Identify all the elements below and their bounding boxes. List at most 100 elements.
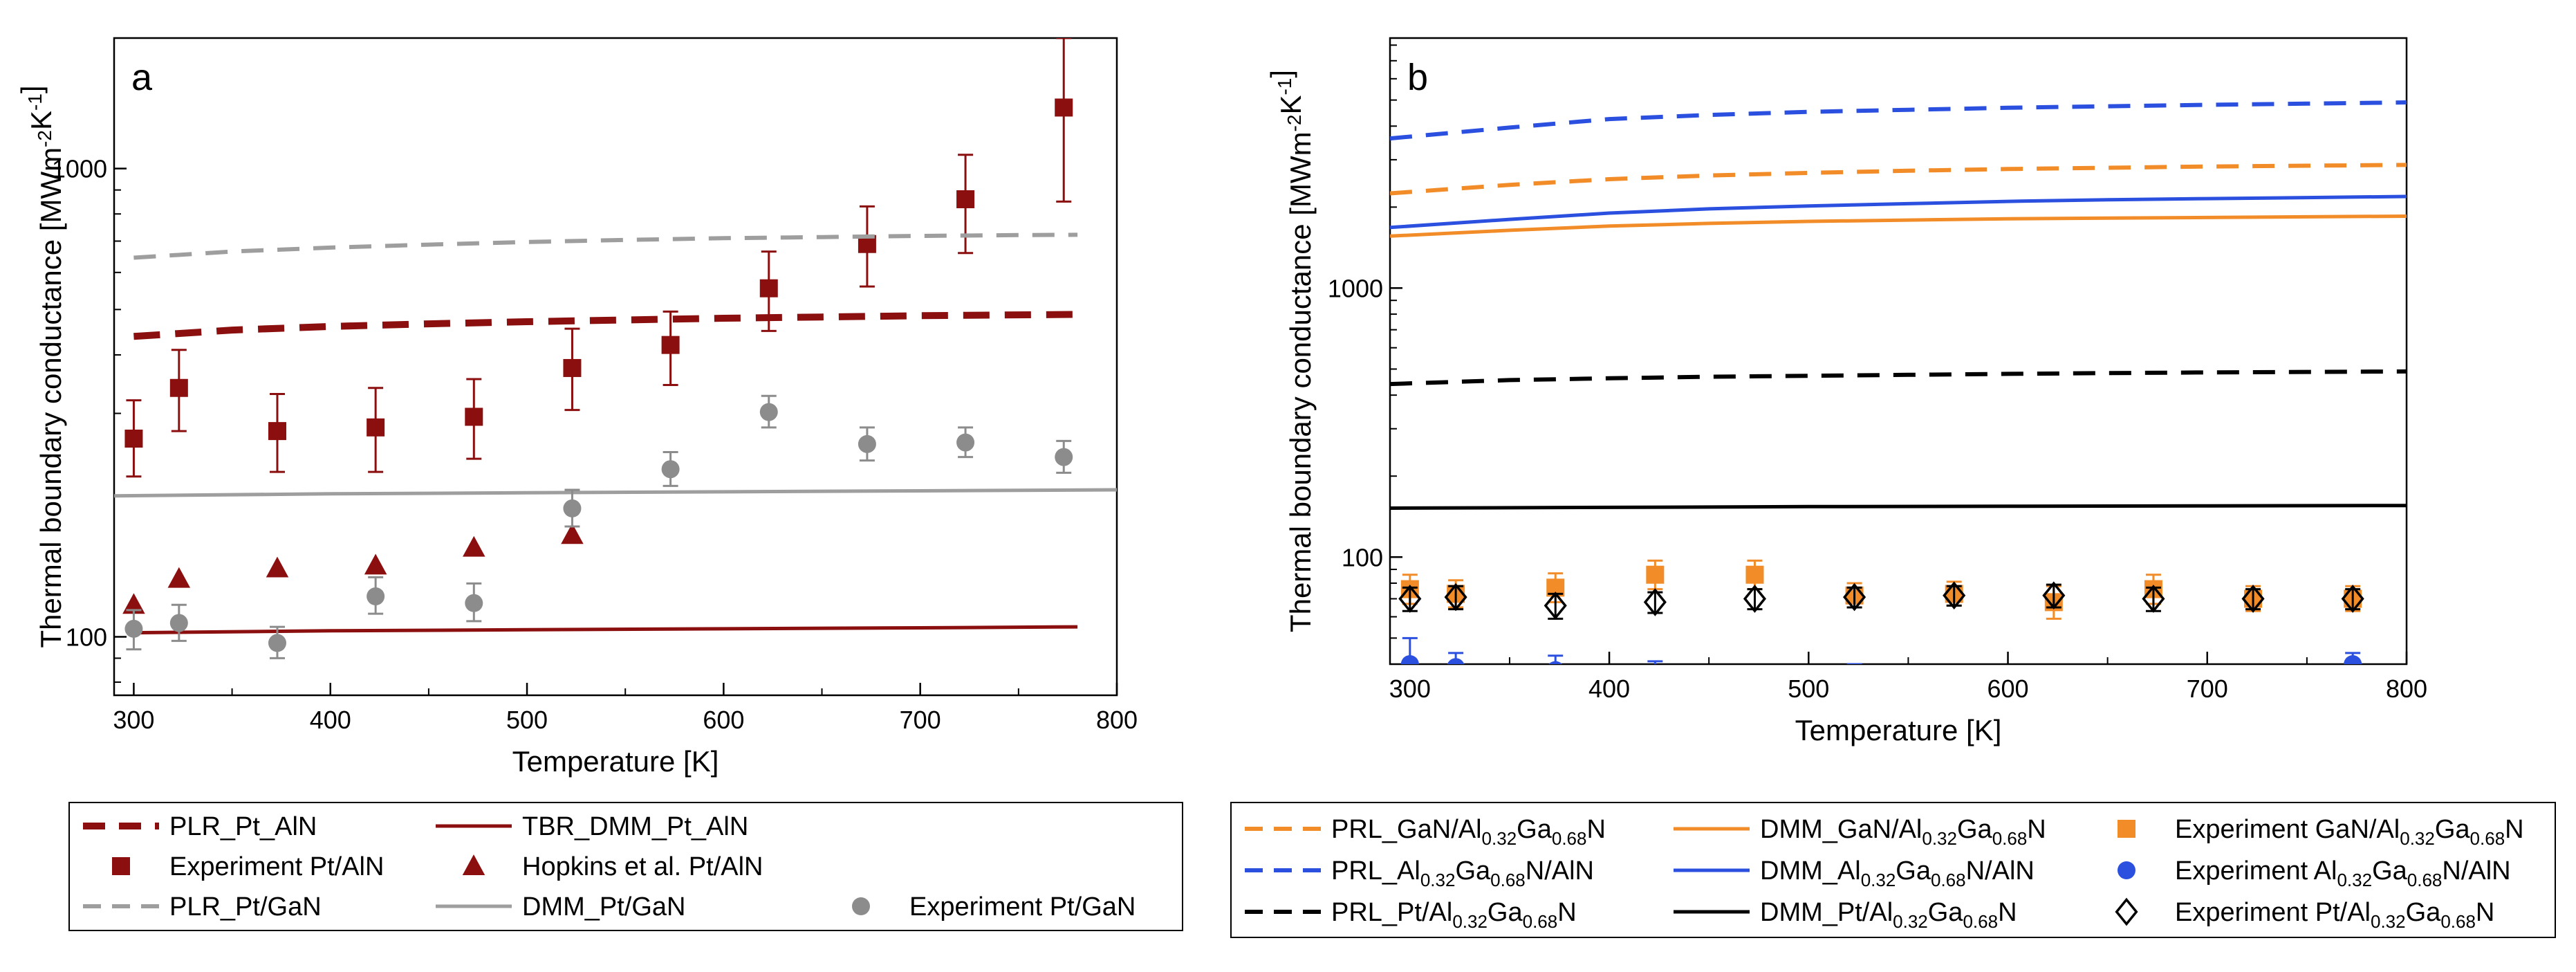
panel-a-series-experiment-pt-aln-point bbox=[661, 336, 680, 354]
panel-b-series-experiment-pt-algan-point bbox=[1444, 583, 1467, 612]
panel-b-legend-entry-dmm-pt-aln-label-part: DMM_Pt/Al bbox=[1760, 898, 1893, 927]
panel-b-series-experiment-pt-algan-point bbox=[1843, 583, 1866, 612]
panel-a-series-experiment-pt-gan-point bbox=[465, 594, 483, 612]
panel-a-series-experiment-pt-aln-point bbox=[169, 378, 188, 397]
panel-b-x-tick-label-800: 800 bbox=[2386, 675, 2427, 703]
panel-b-series-experiment-pt-algan-point bbox=[2341, 585, 2364, 613]
panel-b-legend-entry-prl-pt-aln-label-part: Ga bbox=[1488, 898, 1523, 927]
panel-a-series-experiment-pt-aln-point bbox=[465, 407, 483, 426]
panel-b-series-experiment-algan-aln-point bbox=[1945, 671, 1963, 689]
panel-b-legend-entry-prl-aln-aln-label-part: N/AlN bbox=[1526, 856, 1594, 886]
panel-b-legend-entry-dmm-gan-aln-label: DMM_GaN/Al0.32Ga0.68N bbox=[1760, 815, 2046, 849]
panel-b-legend-entry-prl-gan-aln-label: PRL_GaN/Al0.32Ga0.68N bbox=[1331, 815, 1606, 849]
panel-b-legend-entry-prl-aln-aln-label: PRL_Al0.32Ga0.68N/AlN bbox=[1331, 856, 1594, 890]
panel-b-legend-entry-prl-aln-aln-label-part: PRL_Al bbox=[1331, 856, 1420, 886]
panel-a-series-experiment-pt-gan-point bbox=[367, 587, 385, 605]
panel-a-legend-entry-dmm-pt-gan-label: DMM_Pt/GaN bbox=[522, 892, 685, 921]
panel-a-series-experiment-pt-gan-point bbox=[1055, 448, 1073, 466]
panel-b-y-tick-label-1000: 1000 bbox=[1328, 274, 1383, 302]
panel-b-legend-entry-experiment-pt-aln-sample bbox=[2115, 897, 2138, 926]
panel-b-legend-entry-experiment-pt-aln-label-part: N bbox=[2476, 898, 2494, 927]
panel-b-series-experiment-algan-aln-point bbox=[2244, 669, 2262, 687]
panel-b-x-tick-label-700: 700 bbox=[2187, 675, 2228, 703]
panel-b-legend-entry-dmm-aln-aln-label: DMM_Al0.32Ga0.68N/AlN bbox=[1760, 856, 2035, 890]
panel-a-series-experiment-pt-gan-point bbox=[124, 619, 143, 638]
panel-b-series-experiment-algan-aln-point bbox=[2344, 655, 2362, 664]
panel-a-series-hopkins-et-al-pt-aln-point bbox=[266, 556, 289, 578]
panel-b-series-experiment-algan-aln-point bbox=[1447, 658, 1465, 664]
panel-b-legend-entry-experiment-gan-aln-label-part: Experiment GaN/Al bbox=[2175, 815, 2400, 844]
panel-b-legend-entry-experiment-gan-aln-sample bbox=[2118, 820, 2135, 838]
panel-b-legend-entry-dmm-gan-aln-label-part: N bbox=[2027, 815, 2046, 844]
panel-a-legend-entry-experiment-pt-aln-sample bbox=[112, 857, 130, 875]
panel-b-series-prl-pt-algan-line bbox=[1390, 369, 2407, 387]
panel-b-y-axis-title-part: K bbox=[1275, 95, 1307, 115]
panel-b-x-tick-label-400: 400 bbox=[1588, 675, 1630, 703]
panel-a-series-experiment-pt-gan-point bbox=[268, 634, 286, 652]
panel-a-legend-entry-experiment-pt-aln-label: Experiment Pt/AlN bbox=[169, 852, 384, 881]
panel-b-series-experiment-algan-aln-point bbox=[1400, 655, 1419, 664]
panel-b-legend-frame bbox=[1230, 802, 2556, 938]
panel-b-series-experiment-pt-algan-point bbox=[1643, 588, 1667, 616]
panel-a-y-tick-label-100: 100 bbox=[66, 623, 107, 651]
panel-b-legend-entry-dmm-pt-aln-label-part: 0.68 bbox=[1963, 911, 1998, 932]
panel-a-series-experiment-pt-gan-point bbox=[169, 614, 188, 632]
panel-a-series-hopkins-et-al-pt-aln-point bbox=[463, 535, 485, 557]
panel-b-legend-entry-experiment-aln-aln-label-part: 0.32 bbox=[2337, 870, 2372, 890]
panel-a-y-axis-title-part: -2 bbox=[34, 130, 55, 147]
panel-a-series-hopkins-et-al-pt-aln-point bbox=[364, 553, 387, 575]
panel-a-series-experiment-pt-gan-point bbox=[956, 433, 975, 452]
panel-a-x-tick-label-500: 500 bbox=[506, 706, 548, 734]
panel-b-legend-entry-prl-pt-aln-label-part: N bbox=[1557, 898, 1576, 927]
panel-b-legend-entry-prl-aln-aln-label-part: 0.68 bbox=[1490, 870, 1526, 890]
panel-b-legend-entry-prl-pt-aln-label: PRL_Pt/Al0.32Ga0.68N bbox=[1331, 898, 1577, 932]
panel-b-legend-entry-experiment-aln-aln-label: Experiment Al0.32Ga0.68N/AlN bbox=[2175, 856, 2511, 890]
panel-b-legend-entry-prl-pt-aln-label-part: PRL_Pt/Al bbox=[1331, 898, 1452, 927]
panel-b-panel-label: b bbox=[1407, 57, 1428, 98]
panel-b-legend: PRL_GaN/Al0.32Ga0.68N DMM_GaN/Al0.32Ga0.6… bbox=[1230, 802, 2556, 938]
panel-b-legend-entry-experiment-gan-aln-label: Experiment GaN/Al0.32Ga0.68N bbox=[2175, 815, 2524, 849]
panel-a-series-hopkins-et-al-pt-aln-point bbox=[167, 567, 191, 588]
panel-a-legend-entry-hopkins-et-al-pt-aln-label: Hopkins et al. Pt/AlN bbox=[522, 852, 763, 881]
panel-b-series-experiment-pt-algan-point bbox=[2142, 585, 2165, 613]
panel-a-plot-frame bbox=[113, 37, 1118, 697]
panel-b-y-axis-title-part: Thermal boundary conductance [MWm bbox=[1284, 131, 1317, 632]
panel-b-series-experiment-algan-aln-point bbox=[1745, 677, 1763, 695]
panel-a-y-axis-title: Thermal boundary conductance [MWm-2K-1] bbox=[15, 85, 67, 648]
panel-a-legend-entry-hopkins-et-al-pt-aln-sample bbox=[462, 854, 485, 875]
panel-b-legend-entry-experiment-aln-aln-label-part: Experiment Al bbox=[2175, 856, 2337, 886]
panel-a-y-axis-title-part: Thermal boundary conductance [MWm bbox=[35, 147, 67, 648]
panel-a-legend-entry-experiment-pt-gan-sample bbox=[852, 897, 870, 915]
panel-b-legend-entry-prl-gan-aln-label-part: 0.68 bbox=[1552, 828, 1587, 849]
panel-a-series-experiment-pt-aln-point bbox=[1055, 98, 1073, 117]
panel-b-series-experiment-gan-algan-point bbox=[1646, 565, 1665, 584]
panel-b-series-experiment-algan-aln-point bbox=[1548, 661, 1562, 664]
panel-b-legend-entry-dmm-pt-aln-label-part: N bbox=[1998, 898, 2017, 927]
panel-b-legend-entry-dmm-pt-aln-label-part: 0.32 bbox=[1893, 911, 1928, 932]
panel-a-series-experiment-pt-aln-point bbox=[367, 418, 385, 437]
panel-b-legend-entry-experiment-aln-aln-label-part: Ga bbox=[2372, 856, 2408, 886]
panel-a-y-axis-title-part: ] bbox=[15, 85, 48, 93]
panel-a-series-experiment-pt-aln-point bbox=[956, 190, 975, 208]
panel-b-series-dmm-algan-aln-line bbox=[1390, 194, 2407, 230]
panel-b-series-experiment-pt-algan-point bbox=[1398, 585, 1422, 613]
panel-b-legend-entry-dmm-gan-aln-label-part: 0.68 bbox=[1992, 828, 2028, 849]
panel-b-legend-entry-dmm-gan-aln-label-part: DMM_GaN/Al bbox=[1760, 815, 1922, 844]
panel-b-series-experiment-pt-algan-point bbox=[1943, 581, 1966, 610]
panel-b-series-experiment-pt-algan-point bbox=[2241, 585, 2265, 613]
panel-a-y-tick-label-1000: 1000 bbox=[52, 155, 107, 183]
panel-b-series-prl-algan-aln-line bbox=[1390, 100, 2407, 141]
panel-b-y-axis-title-part: ] bbox=[1265, 70, 1297, 78]
panel-a-series-dmm-pt-gan-line bbox=[114, 488, 1117, 498]
panel-a-x-tick-label-400: 400 bbox=[310, 706, 351, 734]
panel-b-legend-entry-experiment-pt-aln-label-part: 0.68 bbox=[2440, 911, 2476, 932]
panel-a-x-tick-label-800: 800 bbox=[1096, 706, 1138, 734]
panel-b-legend-entry-experiment-aln-aln-label-part: N/AlN bbox=[2442, 856, 2510, 886]
panel-b-legend-entry-experiment-gan-aln-label-part: 0.68 bbox=[2470, 828, 2505, 849]
panel-a-legend-entry-experiment-pt-gan-label: Experiment Pt/GaN bbox=[909, 892, 1136, 921]
panel-b-legend-entry-dmm-gan-aln-label-part: 0.32 bbox=[1922, 828, 1957, 849]
panel-a-y-axis-title-part: -1 bbox=[24, 93, 46, 111]
panel-b-legend-entry-dmm-aln-aln-label-part: 0.68 bbox=[1931, 870, 1966, 890]
panel-a-series-plr-pt-aln-line bbox=[133, 311, 1078, 340]
panel-b-legend-entry-experiment-gan-aln-label-part: Ga bbox=[2435, 815, 2471, 844]
